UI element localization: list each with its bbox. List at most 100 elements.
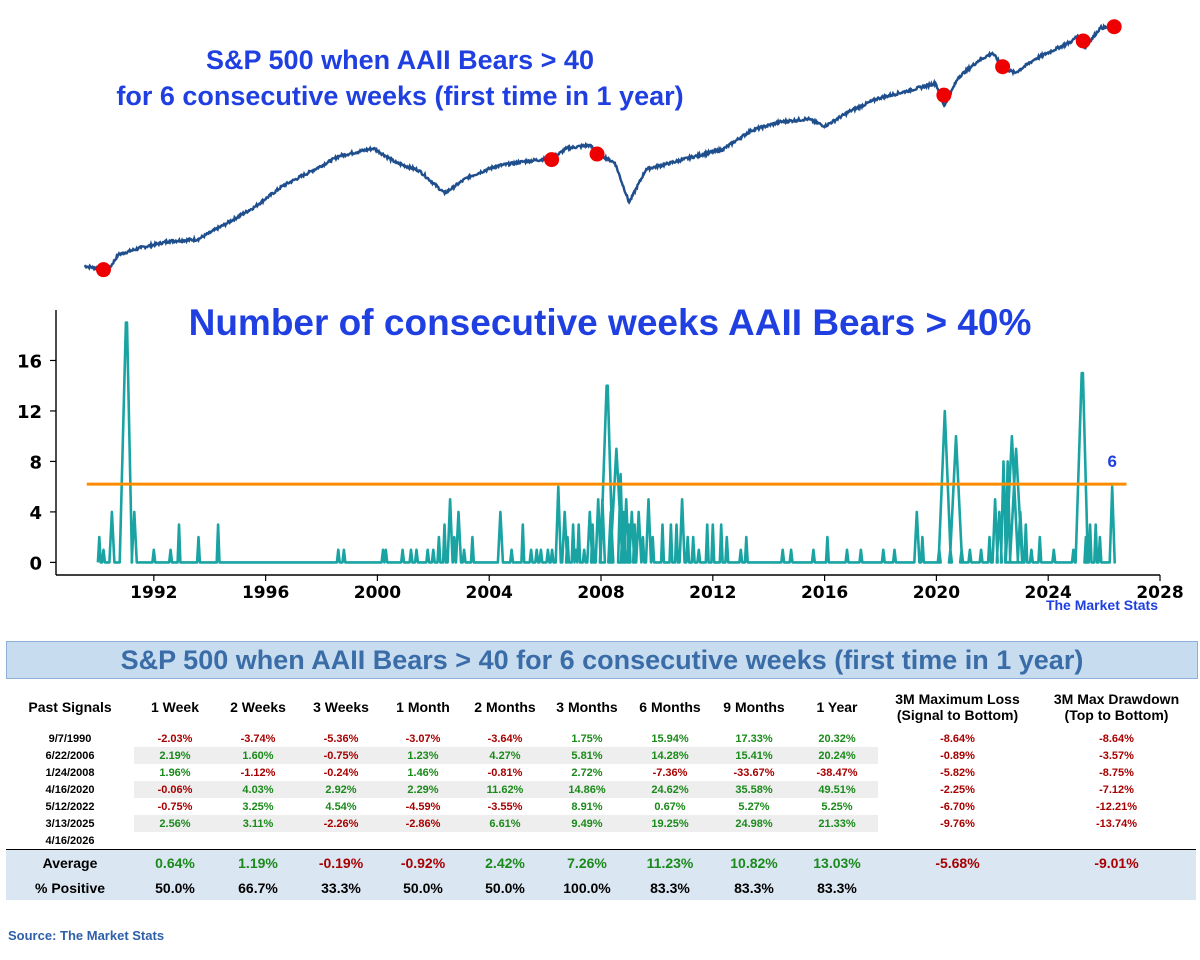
return-cell: 24.98% [712, 815, 796, 832]
summary-cell: -9.01% [1037, 849, 1196, 875]
return-cell [300, 832, 382, 850]
return-cell: -8.64% [940, 732, 975, 745]
return-cell [796, 832, 878, 850]
sp500-title-line-2: for 6 consecutive weeks (first time in 1… [116, 81, 684, 111]
summary-cell: 11.23% [628, 849, 712, 875]
weeks-series-line [96, 321, 1116, 564]
return-cell: 4.27% [464, 747, 546, 764]
column-header: 9 Months [723, 699, 785, 715]
summary-cell: 33.3% [300, 875, 382, 900]
return-cell: 2.19% [134, 747, 216, 764]
return-cell: 1.75% [571, 732, 603, 745]
return-cell: 11.62% [464, 781, 546, 798]
signal-point [589, 146, 605, 162]
x-tick-label: 2012 [689, 583, 736, 603]
return-cell: 17.33% [735, 732, 773, 745]
return-cell: 5.25% [821, 800, 853, 813]
summary-label: Average [6, 849, 134, 875]
x-tick-label: 2008 [577, 583, 624, 603]
return-cell [628, 832, 712, 850]
table-row: 6/22/2006 2.19% 1.60% -0.75% 1.23% 4.27% 5.81%… [6, 747, 1196, 764]
return-cell: -6.70% [940, 800, 975, 813]
return-cell: 49.51% [796, 781, 878, 798]
return-cell: -5.36% [323, 732, 359, 745]
summary-cell: 83.3% [712, 875, 796, 900]
x-tick-label: 2016 [801, 583, 848, 603]
source-note: Source: The Market Stats [8, 928, 165, 943]
column-header: 3 Weeks [313, 699, 369, 715]
column-header: 1 Week [151, 699, 199, 715]
return-cell: -3.74% [240, 732, 276, 745]
return-cell: 3.25% [242, 800, 274, 813]
summary-cell: 50.0% [464, 875, 546, 900]
return-cell: -5.82% [940, 766, 975, 779]
return-cell: -0.81% [487, 766, 523, 779]
return-cell: -3.57% [1099, 749, 1134, 762]
summary-cell: 50.0% [134, 875, 216, 900]
signal-point [936, 87, 952, 103]
return-cell: -4.59% [405, 800, 441, 813]
return-cell: 20.32% [818, 732, 856, 745]
signal-point [1075, 33, 1091, 49]
return-cell: 20.24% [796, 747, 878, 764]
return-cell: 4.03% [216, 781, 300, 798]
chart-credit: The Market Stats [1045, 597, 1158, 613]
signal-date-cell: 3/13/2025 [45, 817, 95, 830]
summary-cell: -0.19% [300, 849, 382, 875]
sp500-line-chart [84, 19, 1122, 278]
column-header: 3M Maximum Loss (Signal to Bottom) [895, 691, 1020, 723]
weeks-chart-title: Number of consecutive weeks AAII Bears >… [188, 302, 1032, 343]
return-cell [878, 832, 1037, 850]
summary-cell: 100.0% [546, 875, 628, 900]
return-cell: -8.75% [1099, 766, 1134, 779]
return-cell: -3.07% [405, 732, 441, 745]
latest-value-annotation: 6 [1107, 452, 1116, 471]
x-tick-label: 2028 [1136, 583, 1183, 603]
return-cell: 19.25% [628, 815, 712, 832]
return-cell: -33.67% [733, 766, 775, 779]
return-cell: -0.89% [940, 749, 975, 762]
y-tick-label: 16 [17, 351, 42, 372]
return-cell: 2.56% [134, 815, 216, 832]
table-row: 4/16/2026 [6, 832, 1196, 850]
summary-cell [1037, 875, 1196, 900]
return-cell: -13.74% [1096, 817, 1137, 830]
signals-table: Past Signals 1 Week 2 Weeks 3 Weeks 1 Month 2… [6, 684, 1196, 900]
return-cell: 9.49% [546, 815, 628, 832]
return-cell: -1.12% [240, 766, 276, 779]
sp500-chart-title: S&P 500 when AAII Bears > 40 for 6 conse… [0, 42, 800, 114]
return-cell: 35.58% [712, 781, 796, 798]
table-title: S&P 500 when AAII Bears > 40 for 6 conse… [6, 641, 1198, 679]
return-cell: -0.75% [300, 747, 382, 764]
return-cell: -2.26% [300, 815, 382, 832]
table-row: 3/13/2025 2.56% 3.11% -2.26% -2.86% 6.61% 9.49… [6, 815, 1196, 832]
summary-cell: 66.7% [216, 875, 300, 900]
summary-cell: 83.3% [628, 875, 712, 900]
return-cell [382, 832, 464, 850]
return-cell: 14.86% [546, 781, 628, 798]
return-cell: 15.41% [712, 747, 796, 764]
signal-date-cell: 1/24/2008 [45, 766, 95, 779]
return-cell: 2.72% [571, 766, 603, 779]
x-tick-label: 2020 [913, 583, 960, 603]
x-tick-label: 2024 [1025, 583, 1072, 603]
return-cell: 6.61% [464, 815, 546, 832]
return-cell: -2.03% [157, 732, 193, 745]
summary-cell: 13.03% [796, 849, 878, 875]
return-cell [546, 832, 628, 850]
return-cell: 1.23% [382, 747, 464, 764]
column-header: 6 Months [639, 699, 701, 715]
signal-date-cell: 4/16/2020 [45, 783, 95, 796]
x-tick-label: 2000 [354, 583, 401, 603]
column-header: 3 Months [556, 699, 618, 715]
return-cell [216, 832, 300, 850]
return-cell: -8.64% [1099, 732, 1134, 745]
return-cell [1037, 832, 1196, 850]
table-row: 4/16/2020 -0.06% 4.03% 2.92% 2.29% 11.62% 14.8… [6, 781, 1196, 798]
return-cell: 4.54% [325, 800, 357, 813]
signal-date-cell: 5/12/2022 [45, 800, 95, 813]
return-cell: 8.91% [571, 800, 603, 813]
return-cell: -7.12% [1099, 783, 1134, 796]
return-cell: 3.11% [216, 815, 300, 832]
return-cell: 15.94% [651, 732, 689, 745]
